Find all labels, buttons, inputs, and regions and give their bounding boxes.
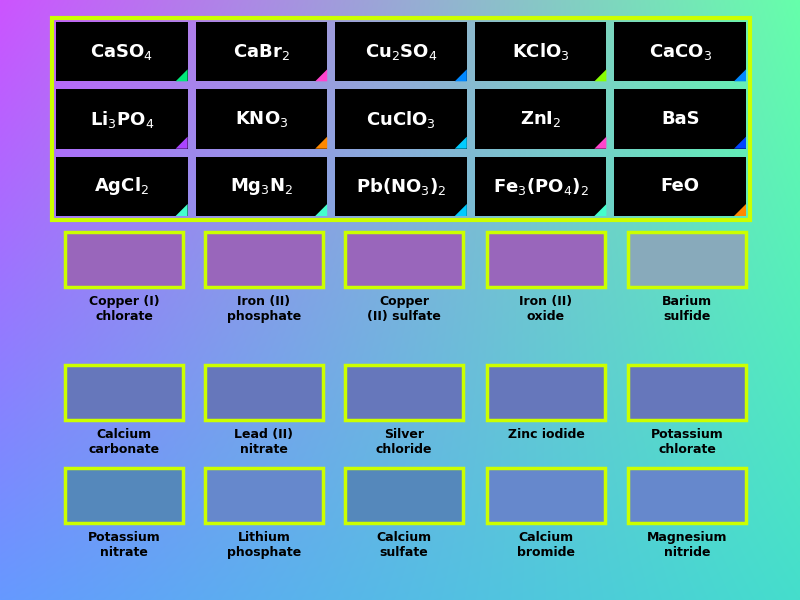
Text: Barium
sulfide: Barium sulfide [662,295,712,323]
Bar [614,22,746,82]
Polygon shape [594,70,606,82]
Text: ZnI$_2$: ZnI$_2$ [520,109,562,129]
Bar [628,365,746,420]
Bar [487,232,605,287]
Text: Copper (I)
chlorate: Copper (I) chlorate [89,295,159,323]
Text: CaSO$_4$: CaSO$_4$ [90,41,154,62]
Polygon shape [734,70,746,82]
Text: Potassium
nitrate: Potassium nitrate [88,531,160,559]
Text: AgCl$_2$: AgCl$_2$ [94,175,150,197]
Text: Iron (II)
oxide: Iron (II) oxide [519,295,573,323]
Polygon shape [594,137,606,149]
Bar [56,22,187,82]
Bar [474,22,606,82]
Text: Calcium
bromide: Calcium bromide [517,531,575,559]
Text: Magnesium
nitride: Magnesium nitride [646,531,727,559]
Polygon shape [176,204,187,216]
Text: Mg$_3$N$_2$: Mg$_3$N$_2$ [230,176,293,197]
Bar [65,468,183,523]
Bar [335,157,466,216]
Bar [195,157,327,216]
Polygon shape [315,204,327,216]
Bar [205,468,323,523]
Text: FeO: FeO [661,178,700,196]
Bar [487,365,605,420]
Text: Cu$_2$SO$_4$: Cu$_2$SO$_4$ [365,41,438,62]
Text: BaS: BaS [661,110,699,128]
Bar [614,89,746,149]
Bar [56,89,187,149]
Text: Fe$_3$(PO$_4$)$_2$: Fe$_3$(PO$_4$)$_2$ [493,176,589,197]
Bar [345,468,463,523]
Text: KClO$_3$: KClO$_3$ [512,41,570,62]
Bar [614,157,746,216]
Bar [474,157,606,216]
Text: CaCO$_3$: CaCO$_3$ [649,41,712,62]
Polygon shape [315,137,327,149]
Polygon shape [594,204,606,216]
Text: CuClO$_3$: CuClO$_3$ [366,109,436,130]
Bar [205,365,323,420]
Polygon shape [454,70,466,82]
Text: Pb(NO$_3$)$_2$: Pb(NO$_3$)$_2$ [356,176,446,197]
Bar [335,22,466,82]
Polygon shape [734,204,746,216]
Text: Silver
chloride: Silver chloride [376,428,432,456]
Polygon shape [176,137,187,149]
Text: KNO$_3$: KNO$_3$ [234,109,288,129]
Text: Lead (II)
nitrate: Lead (II) nitrate [234,428,294,456]
Polygon shape [176,70,187,82]
Text: Calcium
sulfate: Calcium sulfate [377,531,431,559]
Bar [628,468,746,523]
Bar [65,365,183,420]
Text: Iron (II)
phosphate: Iron (II) phosphate [227,295,301,323]
Bar [345,365,463,420]
Bar [628,232,746,287]
Bar [474,89,606,149]
Bar [65,232,183,287]
Bar [487,468,605,523]
Bar [52,18,750,220]
Bar [205,232,323,287]
Text: CaBr$_2$: CaBr$_2$ [233,41,290,62]
Bar [195,22,327,82]
Polygon shape [454,204,466,216]
Polygon shape [315,70,327,82]
Polygon shape [734,137,746,149]
Text: Calcium
carbonate: Calcium carbonate [89,428,159,456]
Bar [56,157,187,216]
Bar [345,232,463,287]
Bar [195,89,327,149]
Bar [335,89,466,149]
Polygon shape [454,137,466,149]
Text: Lithium
phosphate: Lithium phosphate [227,531,301,559]
Text: Zinc iodide: Zinc iodide [507,428,585,441]
Text: Potassium
chlorate: Potassium chlorate [650,428,723,456]
Text: Copper
(II) sulfate: Copper (II) sulfate [367,295,441,323]
Text: Li$_3$PO$_4$: Li$_3$PO$_4$ [90,109,154,130]
